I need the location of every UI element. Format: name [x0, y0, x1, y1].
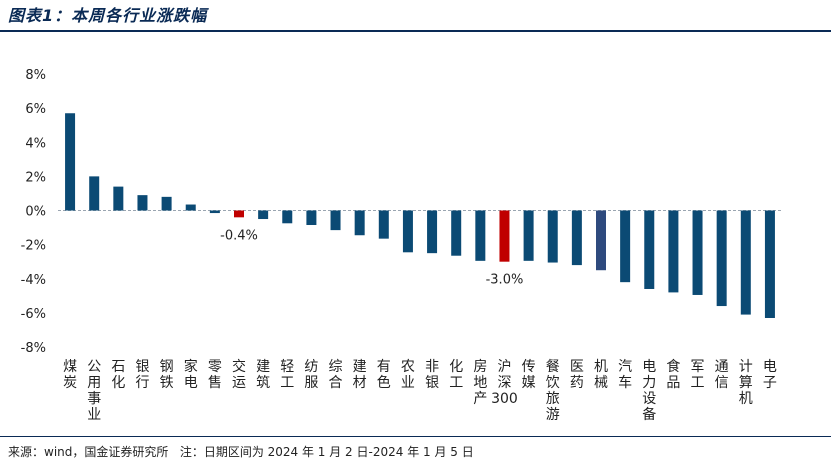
x-tick-label: 沪深 300	[491, 359, 518, 407]
bar	[475, 210, 486, 261]
x-tick-label: 房地产	[473, 359, 487, 407]
x-tick-label: 综合	[329, 359, 343, 391]
x-tick-label: 有色	[377, 359, 391, 391]
y-tick-label: 0%	[25, 205, 46, 220]
x-tick-label: 农业	[401, 359, 415, 391]
x-tick-label: 医药	[570, 359, 584, 391]
x-tick-label: 石化	[111, 359, 125, 391]
x-tick-label: 零售	[208, 359, 222, 391]
y-tick-label: 8%	[25, 68, 46, 83]
x-tick-label: 电力设备	[642, 359, 656, 423]
bar	[282, 210, 293, 224]
bar	[692, 210, 703, 295]
bar	[764, 210, 775, 318]
x-tick-label: 军工	[691, 359, 705, 391]
title-rule	[0, 30, 831, 32]
x-tick-label: 交运	[232, 358, 246, 391]
bar	[209, 210, 220, 214]
bar	[113, 186, 124, 211]
x-tick-label: 传媒	[522, 359, 536, 391]
y-tick-label: -4%	[21, 273, 46, 288]
data-label: -0.4%	[220, 228, 258, 243]
data-label: -3.0%	[486, 273, 524, 288]
bar-chart: 8% 6% 4% 2% 0% -2% -4% -6% -8% 煤炭公用事业石化银行钢铁家电零售交运…	[21, 68, 782, 423]
footer-rule	[0, 436, 831, 437]
bar	[378, 210, 389, 239]
y-tick-label: -2%	[21, 239, 46, 254]
bar	[137, 195, 148, 211]
bar	[451, 210, 462, 256]
bar	[306, 210, 317, 226]
bar	[571, 210, 582, 266]
x-tick-label: 食品	[666, 358, 680, 391]
y-tick-label: 4%	[25, 136, 46, 151]
y-tick-label: 6%	[25, 102, 46, 117]
bar	[161, 196, 172, 211]
y-tick-label: -6%	[21, 307, 46, 322]
x-tick-label: 公用事业	[87, 359, 101, 423]
bar	[499, 210, 510, 262]
bar	[65, 113, 76, 211]
source-note: 来源：wind，国金证券研究所 注：日期区间为 2024 年 1 月 2 日-2…	[8, 445, 474, 459]
bar	[716, 210, 727, 307]
bar	[547, 210, 558, 263]
bar	[185, 204, 196, 211]
chart-title: 图表1：本周各行业涨跌幅	[8, 6, 208, 25]
x-tick-label: 电子	[763, 359, 777, 391]
x-tick-label: 通信	[715, 359, 729, 391]
x-tick-label: 轻工	[280, 359, 294, 391]
x-tick-label: 汽车	[618, 359, 632, 391]
bar	[620, 210, 631, 283]
bar	[644, 210, 655, 289]
x-tick-label: 餐饮旅游	[546, 359, 560, 423]
bar	[234, 210, 244, 218]
x-tick-label: 机械	[594, 359, 608, 391]
x-tick-label: 建材	[353, 359, 367, 391]
x-tick-label: 化工	[449, 359, 463, 391]
y-tick-label: 2%	[25, 170, 46, 185]
x-tick-label: 纺服	[304, 359, 318, 391]
x-tick-label: 钢铁	[160, 359, 174, 391]
bar	[427, 210, 438, 254]
x-tick-label: 计算机	[739, 359, 753, 407]
x-tick-label: 非银	[425, 359, 439, 391]
bar	[740, 210, 751, 315]
x-tick-label: 建筑	[256, 359, 270, 391]
bar	[596, 210, 606, 271]
x-tick-label: 煤炭	[63, 359, 77, 391]
x-tick-label: 家电	[184, 358, 198, 391]
y-tick-label: -8%	[21, 341, 46, 356]
bar	[330, 210, 341, 231]
bar	[523, 210, 534, 261]
x-tick-label: 银行	[135, 359, 149, 391]
bar	[402, 210, 413, 253]
bar	[668, 210, 679, 293]
bar	[354, 210, 365, 236]
bar	[258, 210, 269, 220]
bar	[89, 176, 100, 211]
